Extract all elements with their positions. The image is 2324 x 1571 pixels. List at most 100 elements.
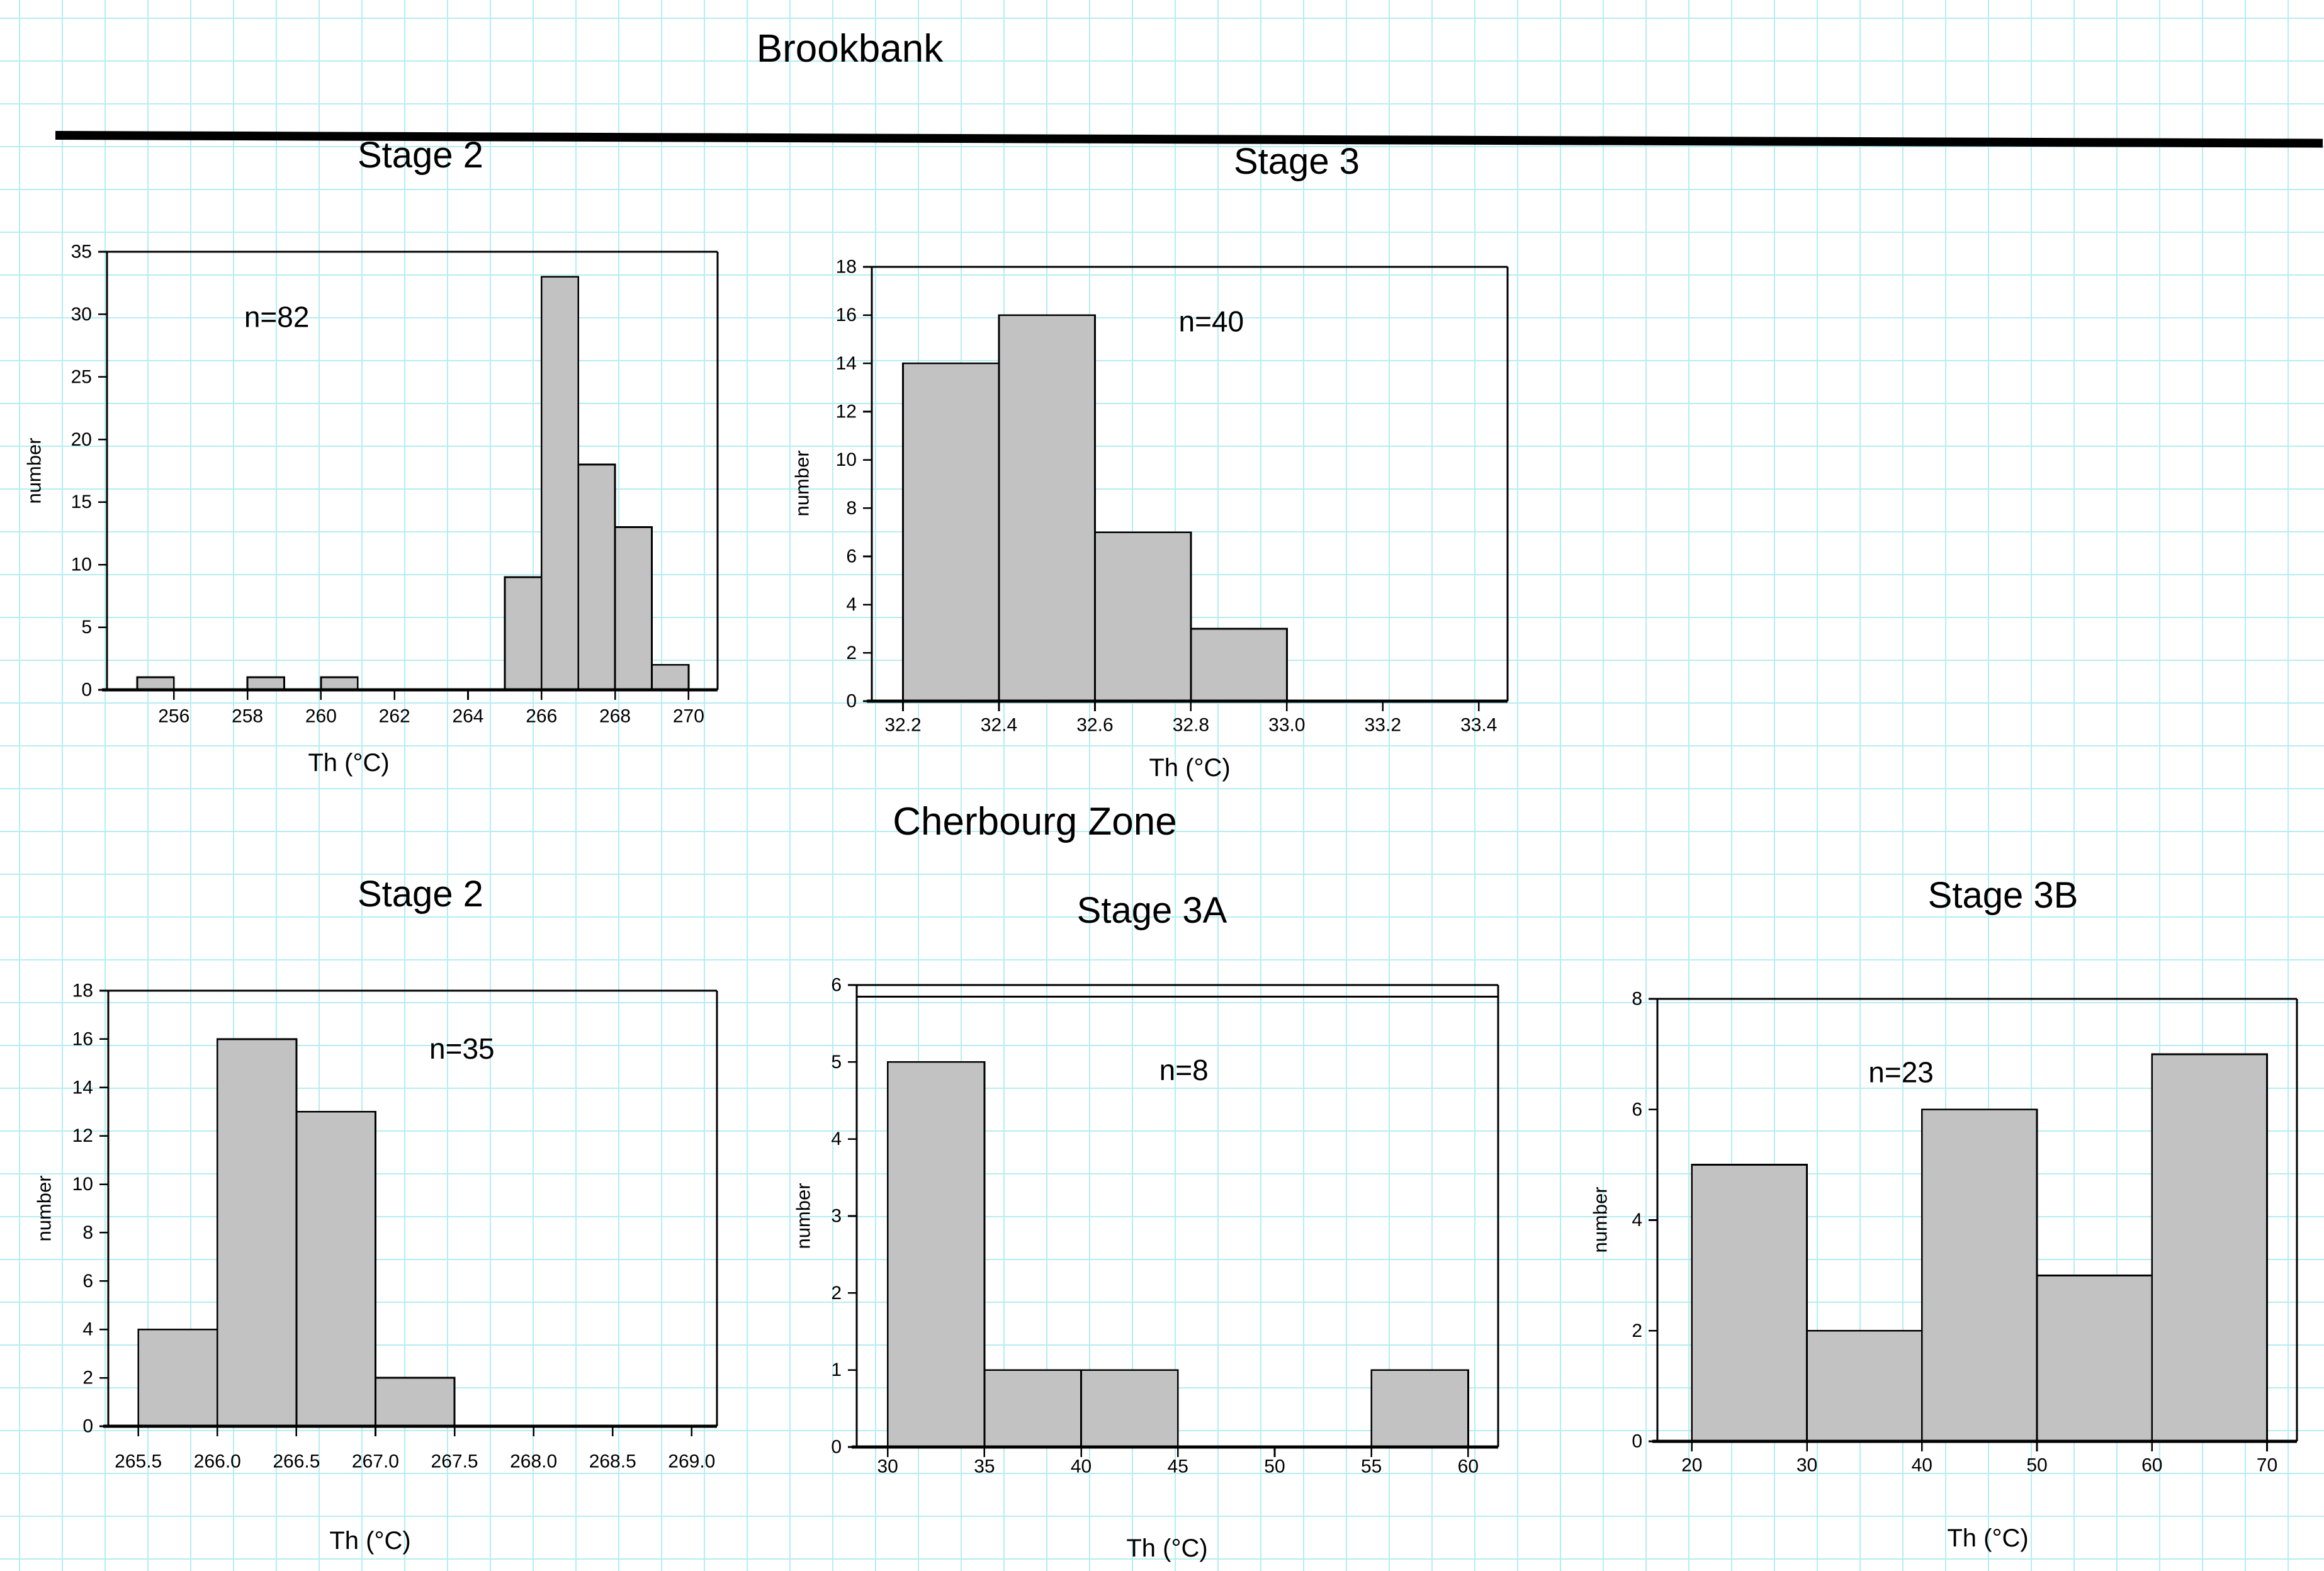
x-axis-title: Th (°C) bbox=[1126, 1534, 1207, 1562]
histogram-cherbourg-stage2: 0 2 4 6 8 10 12 14 16 18 265.5 266.0 266.5 267.0 267.5… bbox=[13, 969, 768, 1571]
histogram-cherbourg-stage3b: 0 2 4 6 8 20 30 40 50 60 70 n=23 Th (°C) number bbox=[1574, 969, 2324, 1571]
y-tick-label: 12 bbox=[72, 1125, 93, 1146]
y-tick-label: 18 bbox=[836, 257, 857, 278]
histogram-bar bbox=[216, 1038, 298, 1427]
y-axis-title: number bbox=[791, 450, 813, 516]
histogram-bar bbox=[983, 1369, 1082, 1448]
x-tick-label: 268 bbox=[599, 706, 631, 727]
y-tick-label: 14 bbox=[72, 1077, 93, 1098]
y-tick-label: 6 bbox=[846, 546, 857, 567]
chart-svg-cherbourg-stage3b: 0 2 4 6 8 20 30 40 50 60 70 n=23 Th (°C) number bbox=[1589, 989, 2298, 1552]
stage-label-brookbank-stage3: Stage 3 bbox=[1234, 142, 1360, 183]
histogram-bar bbox=[504, 576, 543, 691]
y-tick-label: 0 bbox=[846, 691, 857, 712]
histogram-bar bbox=[1080, 1369, 1179, 1448]
x-tick-label: 267.5 bbox=[431, 1451, 478, 1472]
x-tick-label: 268.0 bbox=[510, 1451, 557, 1472]
y-tick-label: 20 bbox=[71, 429, 92, 450]
histogram-bar bbox=[136, 676, 175, 691]
y-tick-label: 12 bbox=[836, 402, 857, 422]
x-tick-label: 32.2 bbox=[884, 715, 921, 736]
x-tick-label: 32.4 bbox=[981, 715, 1017, 736]
histogram-bar bbox=[2151, 1053, 2268, 1443]
histogram-bar bbox=[902, 362, 1000, 702]
y-tick-label: 6 bbox=[1632, 1099, 1642, 1120]
histogram-bar bbox=[1921, 1108, 2038, 1443]
histogram-bar bbox=[1094, 531, 1192, 702]
x-tick-label: 55 bbox=[1361, 1456, 1382, 1477]
section-title-cherbourg: Cherbourg Zone bbox=[893, 799, 1177, 843]
y-tick-label: 30 bbox=[71, 304, 92, 325]
y-tick-label: 5 bbox=[81, 617, 92, 638]
x-tick-label: 270 bbox=[673, 706, 704, 727]
histogram-brookbank-stage3: 0 2 4 6 8 10 12 14 16 18 32.2 32.4 32.6 32.8 33.0 33.2 3… bbox=[781, 227, 1536, 799]
y-tick-label: 0 bbox=[831, 1437, 842, 1458]
y-tick-label: 16 bbox=[72, 1028, 93, 1049]
y-tick-label: 4 bbox=[1632, 1210, 1642, 1230]
x-tick-label: 269.0 bbox=[668, 1451, 715, 1472]
y-tick-label: 10 bbox=[836, 449, 857, 470]
histogram-bar bbox=[1806, 1329, 1923, 1443]
y-tick-label: 10 bbox=[72, 1174, 93, 1195]
x-tick-label: 45 bbox=[1168, 1456, 1188, 1477]
histogram-bar bbox=[577, 463, 616, 691]
y-tick-label: 2 bbox=[846, 643, 857, 663]
x-tick-label: 266 bbox=[526, 706, 557, 727]
y-tick-label: 25 bbox=[71, 366, 92, 387]
x-tick-label: 256 bbox=[158, 706, 189, 727]
y-tick-label: 18 bbox=[72, 981, 93, 1001]
histogram-bar bbox=[320, 676, 359, 691]
chart-svg-cherbourg-stage2: 0 2 4 6 8 10 12 14 16 18 265.5 266.0 266.5 267.0 267.5… bbox=[33, 981, 718, 1555]
x-tick-label: 260 bbox=[305, 706, 337, 727]
histogram-bar bbox=[540, 276, 580, 691]
y-tick-label: 4 bbox=[846, 594, 857, 615]
y-tick-label: 4 bbox=[82, 1319, 93, 1340]
x-tick-label: 30 bbox=[1797, 1455, 1817, 1476]
y-tick-label: 2 bbox=[82, 1368, 93, 1388]
x-tick-label: 33.2 bbox=[1365, 715, 1401, 736]
x-tick-label: 60 bbox=[1458, 1456, 1479, 1477]
x-tick-label: 264 bbox=[452, 706, 483, 727]
x-tick-label: 258 bbox=[232, 706, 263, 727]
y-axis-title: number bbox=[793, 1183, 815, 1249]
section-title-brookbank: Brookbank bbox=[756, 26, 944, 70]
y-tick-label: 16 bbox=[836, 305, 857, 325]
sample-count-label: n=8 bbox=[1159, 1054, 1209, 1086]
x-axis-title: Th (°C) bbox=[329, 1527, 410, 1555]
y-tick-label: 15 bbox=[71, 492, 92, 512]
y-axis-title: number bbox=[33, 1175, 55, 1241]
y-tick-label: 8 bbox=[82, 1222, 93, 1243]
histogram-cherbourg-stage3a: 0 1 2 3 4 5 6 30 35 40 45 50 55 60 n=8 Th (°C) number bbox=[781, 969, 1536, 1571]
y-axis-title: number bbox=[23, 437, 45, 504]
sample-count-label: n=40 bbox=[1179, 305, 1244, 337]
x-tick-label: 32.8 bbox=[1173, 715, 1209, 736]
y-tick-label: 2 bbox=[831, 1283, 842, 1304]
stage-label-cherbourg-stage2: Stage 2 bbox=[358, 875, 483, 915]
y-tick-label: 35 bbox=[71, 242, 92, 262]
histogram-bar bbox=[886, 1061, 986, 1448]
y-tick-label: 0 bbox=[82, 1416, 93, 1437]
x-axis-title: Th (°C) bbox=[1149, 754, 1230, 782]
y-tick-label: 5 bbox=[831, 1052, 842, 1073]
histogram-bar bbox=[137, 1328, 218, 1427]
x-tick-label: 32.6 bbox=[1076, 715, 1113, 736]
histogram-bar bbox=[1190, 628, 1288, 702]
histogram-bar bbox=[614, 526, 653, 691]
x-tick-label: 266.5 bbox=[273, 1451, 320, 1472]
histogram-bar bbox=[246, 676, 285, 691]
y-tick-label: 8 bbox=[1632, 989, 1642, 1010]
sample-count-label: n=23 bbox=[1868, 1056, 1934, 1089]
x-tick-label: 70 bbox=[2257, 1455, 2277, 1476]
x-tick-label: 265.5 bbox=[115, 1451, 162, 1472]
x-axis-title: Th (°C) bbox=[1947, 1524, 2028, 1552]
histogram-bar bbox=[1370, 1369, 1469, 1448]
y-tick-label: 3 bbox=[831, 1206, 842, 1227]
histogram-bar bbox=[1691, 1164, 1808, 1443]
x-tick-label: 33.0 bbox=[1268, 715, 1305, 736]
y-tick-label: 14 bbox=[836, 353, 857, 374]
y-tick-label: 8 bbox=[846, 498, 857, 519]
y-tick-label: 2 bbox=[1632, 1320, 1642, 1341]
histogram-brookbank-stage2: 0 5 10 15 20 25 30 35 256 258 260 262 264 266 268 270 n=… bbox=[13, 227, 768, 793]
